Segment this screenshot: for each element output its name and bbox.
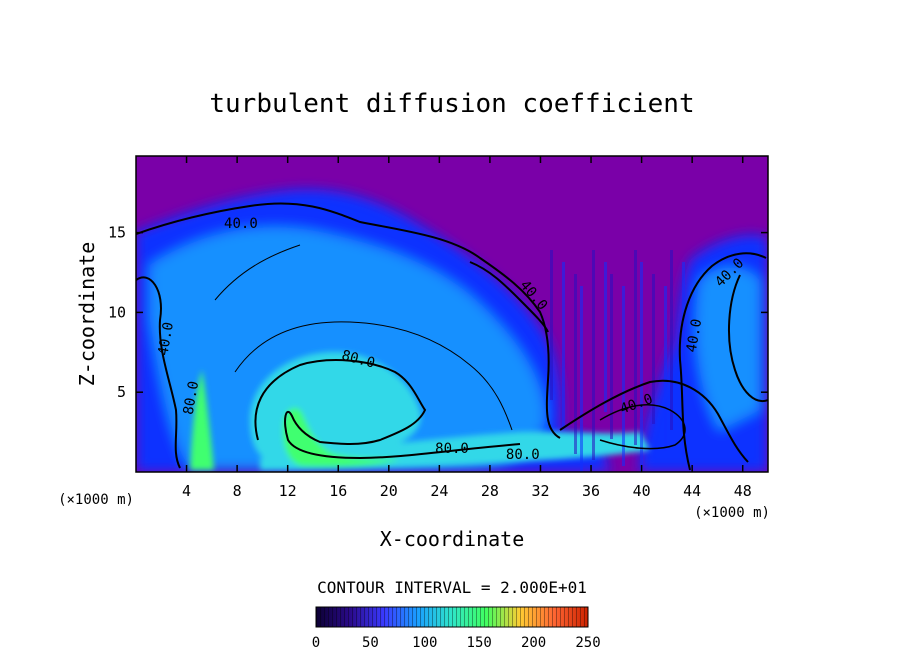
x-tick-label: 28 <box>481 482 499 500</box>
contour-thin-2 <box>234 321 513 431</box>
contour-thin-1 <box>214 244 301 301</box>
plot-frame <box>135 155 769 473</box>
x-tick-label: 8 <box>233 482 242 500</box>
colorbar-tick-label: 150 <box>467 635 492 651</box>
colorbar-tick-label: 250 <box>575 635 600 651</box>
field-streak <box>670 250 673 430</box>
contour-label: 40.0 <box>684 318 706 354</box>
colorbar-ticks: 0 50 100 150 200 250 <box>312 635 601 651</box>
x-tick-label: 48 <box>734 482 752 500</box>
z-tick-label: 5 <box>117 383 126 401</box>
field-streak <box>592 250 595 460</box>
x-tick-label: 44 <box>683 482 701 500</box>
field-peak-region <box>283 408 400 467</box>
field-streak <box>664 286 667 451</box>
contour-label: 80.0 <box>435 441 469 457</box>
contour-40-right-inner <box>727 274 768 403</box>
field-streak <box>622 286 625 466</box>
x-tick-label: 24 <box>430 482 448 500</box>
contour-40-upper-right <box>469 261 549 333</box>
field-streaks <box>550 250 685 472</box>
colorbar-tick-label: 50 <box>362 635 379 651</box>
x-tick-label: 32 <box>531 482 549 500</box>
x-tick-label: 40 <box>633 482 651 500</box>
contour-40-lower-right <box>559 379 749 463</box>
z-tick-label: 10 <box>108 303 126 321</box>
contour-label: 80.0 <box>181 380 203 416</box>
x-units-label: (×1000 m) <box>694 505 770 521</box>
contour-40-main <box>136 202 561 439</box>
field-streak <box>682 262 685 457</box>
contour-40-eddy <box>599 404 686 450</box>
x-tick-label: 20 <box>380 482 398 500</box>
field-streak <box>580 286 583 472</box>
colorbar-stripes <box>316 607 588 627</box>
field-streak <box>634 250 637 445</box>
chart-title: turbulent diffusion coefficient <box>209 89 694 119</box>
x-axis-ticks: 4 8 12 16 20 24 28 32 36 40 44 48 <box>182 156 752 500</box>
contour-label: 40.0 <box>155 321 177 357</box>
z-units-label: (×1000 m) <box>58 492 134 508</box>
contour-label: 40.0 <box>224 216 258 232</box>
field-streak <box>574 274 577 454</box>
heatmap-field <box>136 156 768 472</box>
z-axis-label: Z-coordinate <box>75 242 99 387</box>
colorbar-tick-label: 100 <box>412 635 437 651</box>
x-tick-label: 4 <box>182 482 191 500</box>
field-plume-region <box>190 370 214 470</box>
contour-40-left <box>136 276 181 469</box>
z-axis-ticks: 5 10 15 <box>108 224 768 401</box>
field-streak <box>610 274 613 439</box>
z-tick-label: 15 <box>108 224 126 242</box>
x-axis-label: X-coordinate <box>380 527 525 551</box>
colorbar-tick-label: 0 <box>312 635 320 651</box>
field-mid-region <box>150 227 546 468</box>
field-streak <box>652 274 655 424</box>
contour-40-right <box>678 252 767 471</box>
field-streak <box>640 262 643 472</box>
contour-lines <box>136 202 768 471</box>
field-streak <box>550 250 553 400</box>
x-tick-label: 36 <box>582 482 600 500</box>
contour-80-core <box>254 359 521 460</box>
x-tick-label: 12 <box>279 482 297 500</box>
field-streak <box>562 262 565 427</box>
contour-interval-text: CONTOUR INTERVAL = 2.000E+01 <box>317 578 587 597</box>
x-tick-label: 16 <box>329 482 347 500</box>
colorbar-tick-label: 200 <box>521 635 546 651</box>
field-streak <box>604 262 607 412</box>
contour-label: 80.0 <box>506 447 540 463</box>
